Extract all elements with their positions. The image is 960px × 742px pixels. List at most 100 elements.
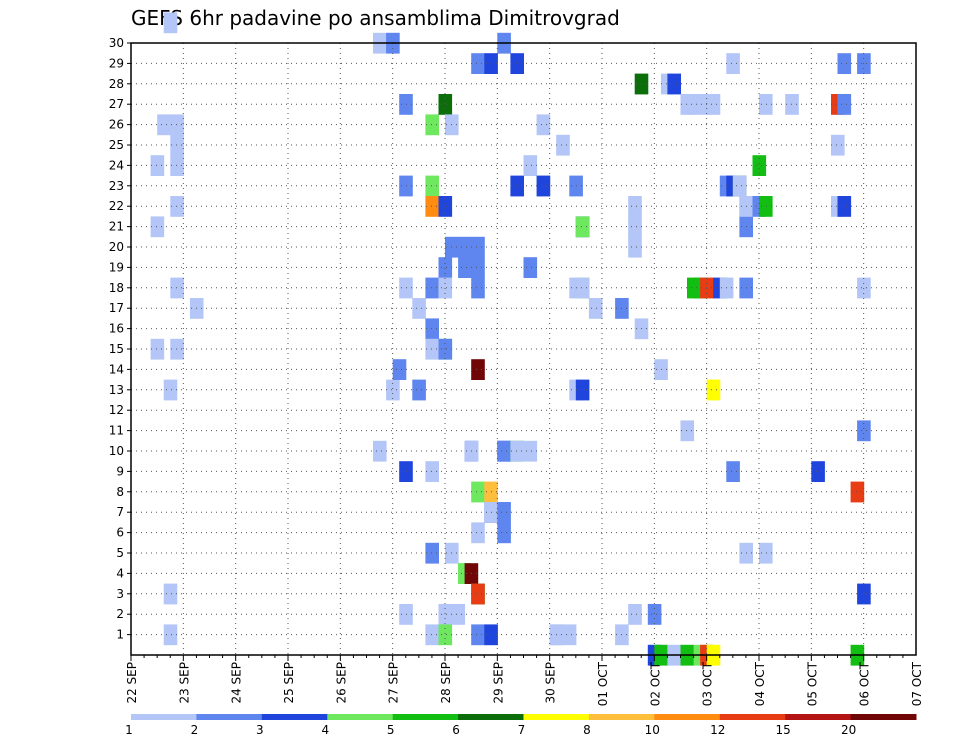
- y-tick-label: 26: [109, 118, 124, 132]
- heatmap-cell: [458, 257, 472, 278]
- heatmap-cell: [170, 196, 184, 217]
- y-tick-label: 28: [109, 77, 124, 91]
- heatmap-cell: [510, 53, 524, 74]
- colorbar-label: 5: [387, 723, 395, 737]
- y-tick-label: 1: [116, 628, 124, 642]
- colorbar-swatch: [719, 714, 786, 720]
- heatmap-cell: [425, 196, 439, 217]
- heatmap-cell: [425, 338, 439, 360]
- heatmap-cell: [523, 155, 538, 176]
- heatmap-cell: [170, 114, 184, 136]
- heatmap-cell: [759, 196, 773, 217]
- colorbar-swatch: [131, 714, 197, 720]
- heatmap-cell: [425, 542, 439, 564]
- heatmap-cell: [471, 257, 485, 278]
- heatmap-cell: [628, 216, 642, 238]
- heatmap-cell: [425, 175, 439, 197]
- heatmap-cell: [726, 461, 740, 482]
- heatmap-cell: [425, 114, 439, 136]
- heatmap-cell: [412, 379, 426, 401]
- y-tick-label: 24: [109, 158, 124, 172]
- heatmap-cell: [556, 134, 570, 156]
- heatmap-cell: [857, 420, 871, 442]
- heatmap-cell: [163, 379, 178, 401]
- heatmap-cell: [706, 94, 721, 115]
- heatmap-cell: [536, 114, 551, 136]
- heatmap-cell: [425, 461, 439, 482]
- colorbar-swatch: [588, 714, 655, 720]
- colorbar-swatch: [196, 714, 263, 720]
- heatmap-cell: [451, 604, 466, 625]
- y-tick-label: 15: [109, 342, 124, 356]
- colorbar-label: 10: [645, 723, 660, 737]
- heatmap-cell: [510, 175, 524, 197]
- heatmap-cell: [588, 298, 603, 319]
- heatmap-cell: [667, 73, 681, 95]
- x-tick-label: 25 SEP: [282, 662, 296, 704]
- heatmap-cell: [392, 359, 407, 380]
- x-tick-label: 01 OCT: [596, 661, 610, 706]
- heatmap-cell: [438, 624, 453, 646]
- heatmap-cell: [157, 114, 171, 136]
- y-tick-label: 11: [109, 424, 124, 438]
- y-tick-label: 12: [109, 403, 124, 417]
- heatmap-cell: [687, 94, 701, 115]
- colorbar-label: 12: [710, 723, 725, 737]
- heatmap-cell: [163, 624, 178, 646]
- colorbar-swatch: [523, 714, 590, 720]
- heatmap-cell: [759, 94, 773, 115]
- plot-frame: [130, 42, 917, 656]
- y-tick-label: 16: [109, 322, 124, 336]
- heatmap-cell: [536, 175, 551, 197]
- y-tick-label: 18: [109, 281, 124, 295]
- y-tick-label: 4: [116, 566, 124, 580]
- heatmap-cell: [706, 379, 721, 401]
- y-tick-label: 22: [109, 199, 124, 213]
- y-axis: 1234567891011121314151617181920212223242…: [109, 36, 131, 642]
- x-tick-label: 28 SEP: [439, 662, 453, 704]
- heatmap-cell: [831, 134, 845, 156]
- y-tick-label: 30: [109, 36, 124, 50]
- heatmap-cell: [523, 440, 538, 462]
- heatmap-cell: [438, 196, 453, 217]
- heatmap-cell: [412, 298, 426, 319]
- heatmap-cell: [575, 216, 590, 238]
- heatmap-cell: [497, 440, 511, 462]
- heatmap-cell: [373, 440, 387, 462]
- heatmap-cell: [680, 420, 695, 442]
- y-tick-label: 8: [116, 485, 124, 499]
- x-tick-label: 26 SEP: [334, 662, 348, 704]
- y-tick-label: 20: [109, 240, 124, 254]
- x-tick-label: 24 SEP: [230, 662, 244, 704]
- y-tick-label: 3: [116, 587, 124, 601]
- heatmap-cell: [438, 94, 453, 115]
- heatmap-cell: [150, 338, 165, 360]
- heatmap-cell: [523, 257, 538, 278]
- heatmap-cell: [425, 318, 439, 340]
- x-tick-label: 03 OCT: [701, 661, 715, 706]
- heatmap-cell: [759, 542, 773, 564]
- y-tick-label: 29: [109, 56, 124, 70]
- heatmap-cell: [837, 94, 852, 115]
- heatmap-cell: [170, 338, 184, 360]
- cells-layer: [150, 12, 871, 666]
- heatmap-cell: [425, 277, 439, 299]
- x-tick-label: 29 SEP: [491, 662, 505, 704]
- heatmap-cell: [471, 583, 485, 605]
- heatmap-cell: [497, 502, 511, 523]
- heatmap-cell: [163, 583, 178, 605]
- heatmap-cell: [170, 134, 184, 156]
- y-tick-label: 23: [109, 179, 124, 193]
- heatmap-cell: [562, 624, 577, 646]
- x-tick-label: 23 SEP: [177, 662, 191, 704]
- colorbar-label: 3: [256, 723, 264, 737]
- y-tick-label: 2: [116, 607, 124, 621]
- heatmap-cell: [752, 155, 767, 176]
- heatmap-cell: [471, 236, 485, 258]
- y-tick-label: 19: [109, 260, 124, 274]
- x-tick-label: 30 SEP: [544, 662, 558, 704]
- heatmap-cell: [425, 624, 439, 646]
- y-tick-label: 14: [109, 362, 124, 376]
- heatmap-cell: [837, 196, 852, 217]
